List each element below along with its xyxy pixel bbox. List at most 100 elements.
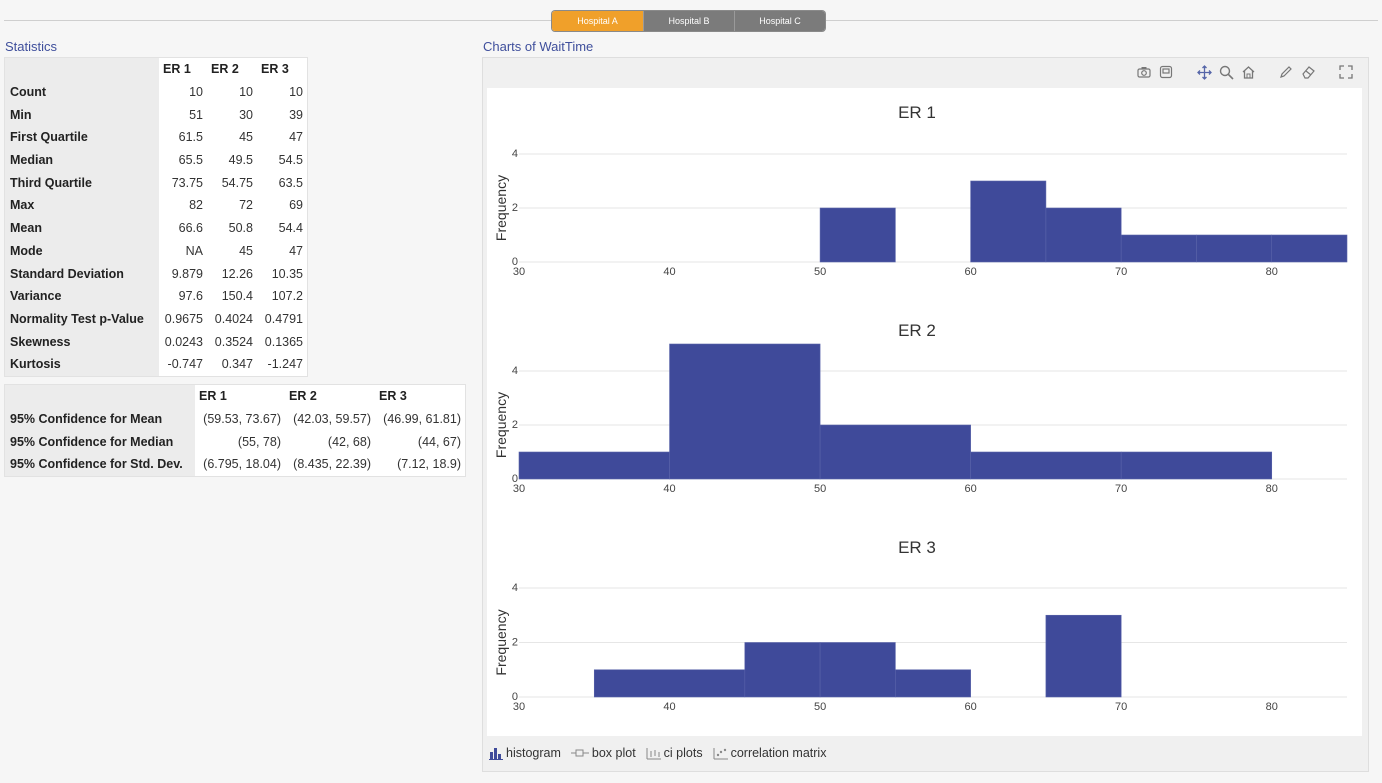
- histogram-bar: [970, 180, 1047, 263]
- table-cell: (59.53, 73.67): [203, 412, 281, 427]
- histogram-bar: [1120, 234, 1197, 263]
- histogram-bar: [593, 669, 746, 698]
- table-cell: 10.35: [271, 266, 303, 281]
- table-cell: (46.99, 61.81): [383, 412, 461, 427]
- confidence-table: ER 1 ER 2 ER 3 95% Confidence for Mean (5…: [5, 385, 465, 476]
- y-tick-label: 4: [512, 365, 518, 377]
- camera-icon[interactable]: [1136, 64, 1152, 80]
- table-cell: (7.12, 18.9): [397, 457, 461, 472]
- pan-icon[interactable]: [1196, 64, 1212, 80]
- draw-icon[interactable]: [1278, 64, 1294, 80]
- histogram-bar: [970, 451, 1122, 480]
- row-label: Standard Deviation: [5, 262, 159, 285]
- chart-panel: ER 1 0 2 4 30 40 50 60 70 80 Frequency ER 2 0 2 4 30 40 5…: [482, 57, 1369, 772]
- table-cell: 54.5: [278, 153, 303, 168]
- y-tick-label: 0: [512, 691, 518, 703]
- x-tick-label: 60: [965, 266, 977, 278]
- y-axis-label: Frequency: [493, 175, 509, 241]
- tab-hospital-a[interactable]: Hospital A: [552, 11, 643, 31]
- chart-title: ER 3: [898, 538, 936, 557]
- histogram-bar: [669, 343, 821, 480]
- x-tick-label: 50: [814, 701, 826, 713]
- table-cell: (42, 68): [327, 434, 371, 449]
- table-cell: 45: [239, 243, 253, 258]
- table-cell: 0.1365: [264, 334, 303, 349]
- plot-area: ER 1 0 2 4 30 40 50 60 70 80 Frequency ER 2 0 2 4 30 40 5…: [487, 88, 1362, 736]
- table-cell: 30: [239, 107, 253, 122]
- ci-plot-icon: [646, 747, 661, 759]
- table-row: Min 51 30 39: [5, 103, 307, 127]
- x-tick-label: 60: [965, 483, 977, 495]
- fullscreen-icon[interactable]: [1338, 64, 1354, 80]
- row-label: First Quartile: [5, 126, 159, 149]
- row-label: Median: [5, 148, 159, 172]
- x-tick-label: 40: [663, 701, 675, 713]
- tab-box-plot[interactable]: box plot: [570, 746, 636, 760]
- column-header: ER 3: [375, 385, 465, 408]
- histogram-bar: [895, 669, 971, 698]
- x-tick-label: 30: [513, 701, 525, 713]
- table-row: Normality Test p-Value 0.9675 0.4024 0.4791: [5, 307, 307, 331]
- home-icon[interactable]: [1240, 64, 1256, 80]
- table-cell: 10: [239, 85, 253, 100]
- column-header: ER 1: [195, 385, 285, 408]
- x-tick-label: 70: [1115, 483, 1127, 495]
- histogram-bar: [744, 642, 821, 698]
- tab-histogram[interactable]: histogram: [489, 746, 561, 760]
- save-icon[interactable]: [1158, 64, 1174, 80]
- table-cell: 9.879: [171, 266, 203, 281]
- column-header: ER 2: [285, 385, 375, 408]
- table-row: Count 10 10 10: [5, 80, 307, 104]
- row-label: Mean: [5, 216, 159, 240]
- table-row: Standard Deviation 9.879 12.26 10.35: [5, 262, 307, 285]
- table-cell: (6.795, 18.04): [203, 457, 281, 472]
- table-cell: 107.2: [271, 289, 303, 304]
- tab-ci-plots-label: ci plots: [663, 746, 703, 760]
- table-cell: 54.4: [278, 221, 303, 236]
- table-cell: 73.75: [171, 175, 203, 190]
- eraser-icon[interactable]: [1300, 64, 1316, 80]
- table-cell: 50.8: [228, 221, 253, 236]
- histogram-bar: [1196, 234, 1273, 263]
- y-tick-label: 4: [512, 582, 518, 594]
- table-header-row: ER 1 ER 2 ER 3: [5, 385, 465, 408]
- y-tick-label: 0: [512, 473, 518, 485]
- row-label: 95% Confidence for Median: [5, 430, 195, 454]
- x-tick-label: 50: [814, 266, 826, 278]
- table-cell: 65.5: [178, 153, 203, 168]
- box-plot-icon: [570, 749, 589, 757]
- histogram-bar: [1120, 451, 1273, 480]
- table-row: 95% Confidence for Median (55, 78) (42, 68…: [5, 430, 465, 454]
- y-tick-label: 4: [512, 148, 518, 160]
- table-cell: 54.75: [221, 175, 253, 190]
- x-tick-label: 50: [814, 483, 826, 495]
- table-corner: [5, 385, 195, 408]
- x-tick-label: 70: [1115, 266, 1127, 278]
- table-cell: 150.4: [221, 289, 253, 304]
- table-cell: 0.4791: [264, 311, 303, 326]
- chart-title: ER 2: [898, 321, 936, 340]
- row-label: 95% Confidence for Std. Dev.: [5, 453, 195, 476]
- row-label: Mode: [5, 239, 159, 263]
- tab-hospital-c[interactable]: Hospital C: [734, 11, 825, 31]
- histogram-bar: [819, 424, 971, 480]
- row-label: Skewness: [5, 330, 159, 353]
- table-cell: 10: [189, 85, 203, 100]
- zoom-icon[interactable]: [1218, 64, 1234, 80]
- tab-hospital-b[interactable]: Hospital B: [643, 11, 734, 31]
- x-tick-label: 80: [1266, 701, 1278, 713]
- chart-toolbar: [1136, 64, 1354, 80]
- statistics-table: ER 1 ER 2 ER 3 Count 10 10 10 Min 51 30 39 First…: [5, 58, 307, 376]
- x-tick-label: 60: [965, 701, 977, 713]
- tab-ci-plots[interactable]: ci plots: [646, 746, 703, 760]
- table-cell: 82: [189, 198, 203, 213]
- tab-box-plot-label: box plot: [591, 746, 636, 760]
- y-axis-label: Frequency: [493, 609, 509, 675]
- x-tick-label: 70: [1115, 701, 1127, 713]
- column-header: ER 2: [207, 58, 257, 81]
- table-cell: 0.9675: [164, 311, 203, 326]
- histogram-bar: [518, 451, 670, 480]
- histogram-bar: [819, 207, 896, 263]
- tab-correlation-matrix[interactable]: correlation matrix: [713, 746, 826, 760]
- y-tick-label: 0: [512, 256, 518, 268]
